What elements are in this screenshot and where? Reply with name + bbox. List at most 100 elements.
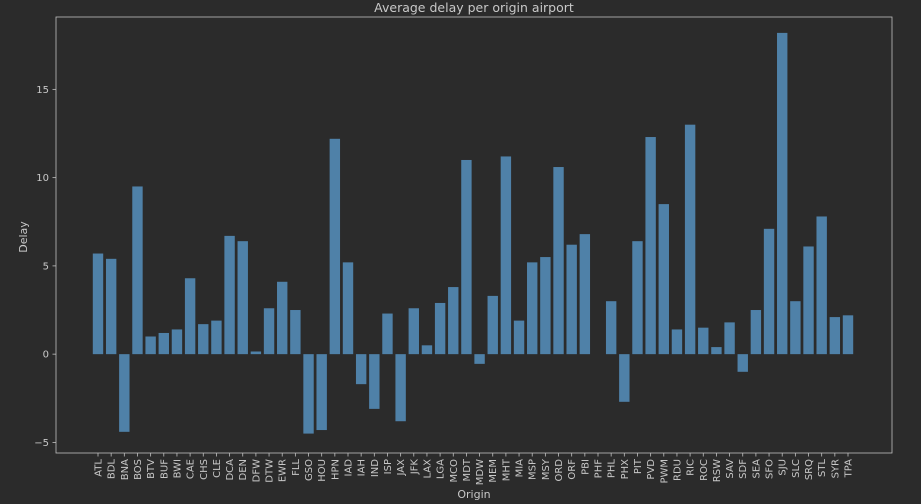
y-axis-label: Delay xyxy=(17,221,30,253)
bar-phl xyxy=(605,301,617,355)
x-tick-label-sdf: SDF xyxy=(738,459,749,479)
x-tick-label-phf: PHF xyxy=(594,459,605,479)
x-tick-label-slc: SLC xyxy=(791,459,802,478)
bar-dca xyxy=(224,235,235,355)
bar-slc xyxy=(790,301,801,355)
x-tick-label-den: DEN xyxy=(238,459,249,481)
bar-sju xyxy=(777,32,788,355)
bar-lax xyxy=(421,345,433,355)
x-tick-label-bna: BNA xyxy=(120,459,131,480)
x-tick-label-pvd: PVD xyxy=(646,459,657,480)
bar-mdt xyxy=(461,159,472,355)
bar-orf xyxy=(566,244,577,355)
x-tick-label-mco: MCO xyxy=(449,459,460,483)
x-tick-label-ind: IND xyxy=(370,459,381,477)
bar-iad xyxy=(342,262,354,355)
bar-ind xyxy=(369,354,380,409)
bar-jfk xyxy=(408,308,419,355)
x-tick-label-buf: BUF xyxy=(159,459,170,479)
bar-pwm xyxy=(658,204,669,355)
bar-pbi xyxy=(579,234,591,355)
bar-hpn xyxy=(329,138,341,355)
bar-tpa xyxy=(842,315,854,355)
bar-iah xyxy=(355,354,367,385)
x-tick-label-bwi: BWI xyxy=(172,459,183,478)
x-tick-label-mia: MIA xyxy=(515,459,526,478)
x-tick-label-pwm: PWM xyxy=(659,459,670,484)
x-tick-label-msy: MSY xyxy=(541,458,552,480)
x-tick-label-ord: ORD xyxy=(554,459,565,482)
x-tick-label-sfo: SFO xyxy=(765,459,776,479)
bar-bdl xyxy=(105,258,117,355)
x-tick-label-lax: LAX xyxy=(422,459,433,479)
x-tick-label-ewr: EWR xyxy=(278,459,289,482)
x-tick-label-pit: PIT xyxy=(633,458,644,474)
x-axis-label: Origin xyxy=(457,488,490,501)
bar-lga xyxy=(434,302,446,355)
bar-ewr xyxy=(277,281,288,355)
x-tick-label-btv: BTV xyxy=(146,459,157,479)
x-tick-label-orf: ORF xyxy=(567,459,578,480)
x-tick-label-chs: CHS xyxy=(199,459,210,480)
bar-mco xyxy=(448,287,459,355)
bar-rsw xyxy=(711,347,722,355)
x-tick-label-dtw: DTW xyxy=(265,459,276,483)
chart-title: Average delay per origin airport xyxy=(374,0,574,15)
x-tick-label-sav: SAV xyxy=(725,459,736,479)
bar-msy xyxy=(540,257,551,355)
bar-chs xyxy=(198,324,209,355)
bar-bwi xyxy=(171,329,183,355)
bar-sdf xyxy=(737,354,748,372)
bar-den xyxy=(237,241,248,355)
bar-gso xyxy=(303,354,314,434)
bar-sfo xyxy=(763,228,775,355)
x-tick-label-iad: IAD xyxy=(344,459,355,477)
y-ticks-group: −5 0 5 10 15 xyxy=(34,85,56,449)
bar-buf xyxy=(158,332,169,355)
bar-cae xyxy=(184,278,196,355)
bar-pvd xyxy=(645,137,656,355)
x-tick-label-rsw: RSW xyxy=(712,459,723,482)
x-ticks-group: ATL BDL BNA BOS BTV BUF BWI CAE CHS CLE DCA DEN DFW D… xyxy=(94,453,855,485)
x-tick-label-stl: STL xyxy=(817,459,828,477)
bar-bna xyxy=(119,354,130,432)
x-tick-label-lga: LGA xyxy=(436,459,447,479)
x-tick-label-roc: ROC xyxy=(699,459,710,481)
y-tick-label: 15 xyxy=(36,85,49,96)
bar-atl xyxy=(92,253,104,355)
bar-mia xyxy=(513,320,525,355)
x-tick-label-dfw: DFW xyxy=(251,459,262,482)
x-tick-label-jfk: JFK xyxy=(409,459,420,476)
bar-ric xyxy=(684,124,696,355)
bars-group xyxy=(92,32,854,434)
y-tick-label: 0 xyxy=(43,350,49,361)
bar-mht xyxy=(500,156,512,355)
bar-mem xyxy=(487,295,498,355)
bar-sav xyxy=(724,322,735,355)
bar-sea xyxy=(750,310,762,355)
bar-bos xyxy=(132,186,143,355)
x-tick-label-fll: FLL xyxy=(291,459,302,476)
x-tick-label-cle: CLE xyxy=(212,459,223,478)
x-tick-label-hou: HOU xyxy=(317,459,328,482)
bar-pit xyxy=(632,241,643,355)
x-tick-label-cae: CAE xyxy=(186,459,197,479)
x-tick-label-hpn: HPN xyxy=(330,459,341,480)
bar-hou xyxy=(316,354,327,431)
plot-frame xyxy=(55,16,893,454)
bar-btv xyxy=(145,336,156,355)
x-tick-label-atl: ATL xyxy=(94,459,105,477)
x-tick-label-dca: DCA xyxy=(225,459,236,481)
bar-msp xyxy=(527,262,538,355)
bar-dfw xyxy=(250,351,262,355)
x-tick-label-gso: GSO xyxy=(304,459,315,481)
y-tick-label: 5 xyxy=(43,261,49,272)
bar-syr xyxy=(829,317,841,355)
x-tick-label-mht: MHT xyxy=(501,458,512,481)
bar-ord xyxy=(553,167,564,355)
x-tick-label-phx: PHX xyxy=(620,459,631,480)
bar-srq xyxy=(803,246,814,355)
x-tick-label-bdl: BDL xyxy=(107,459,118,480)
x-tick-label-rdu: RDU xyxy=(672,459,683,481)
